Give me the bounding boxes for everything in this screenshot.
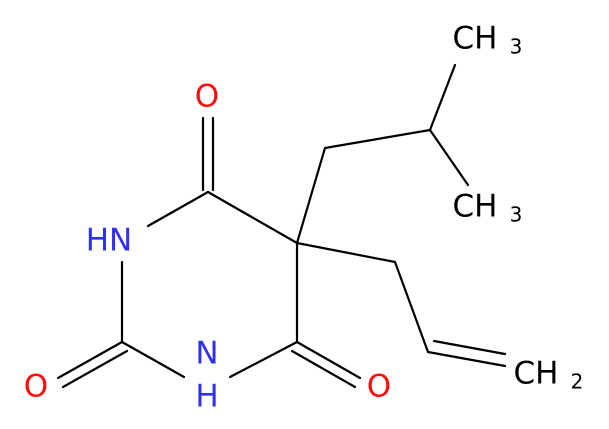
atom-label: O (367, 369, 391, 405)
bond (56, 340, 124, 380)
atom-label: HN (86, 223, 133, 259)
atom-subscript: 3 (510, 203, 523, 227)
bond (432, 339, 507, 356)
atom-label: CH (514, 356, 559, 392)
bond (295, 146, 327, 245)
atom-label: N (195, 336, 218, 372)
bond (393, 260, 430, 354)
atom-subscript: 3 (510, 35, 523, 59)
bond (290, 349, 357, 389)
atom-label: CH (453, 21, 498, 57)
atom-labels: O HN O N H O CH 3 CH 3 CH 2 (24, 21, 584, 415)
bond (426, 350, 507, 368)
bond (428, 128, 470, 187)
bond (295, 340, 362, 380)
bond (120, 340, 186, 379)
atom-label: O (195, 79, 219, 115)
atom-label: O (24, 369, 48, 405)
atom-label: H (195, 379, 218, 415)
bond (295, 241, 397, 264)
atom-label: CH (453, 189, 498, 225)
bond (323, 128, 432, 150)
bonds (56, 63, 507, 389)
bond (206, 190, 299, 245)
atom-subscript: 2 (571, 370, 584, 394)
bond (61, 349, 129, 389)
bond (428, 63, 457, 132)
bond (146, 190, 210, 228)
bond (228, 340, 299, 379)
